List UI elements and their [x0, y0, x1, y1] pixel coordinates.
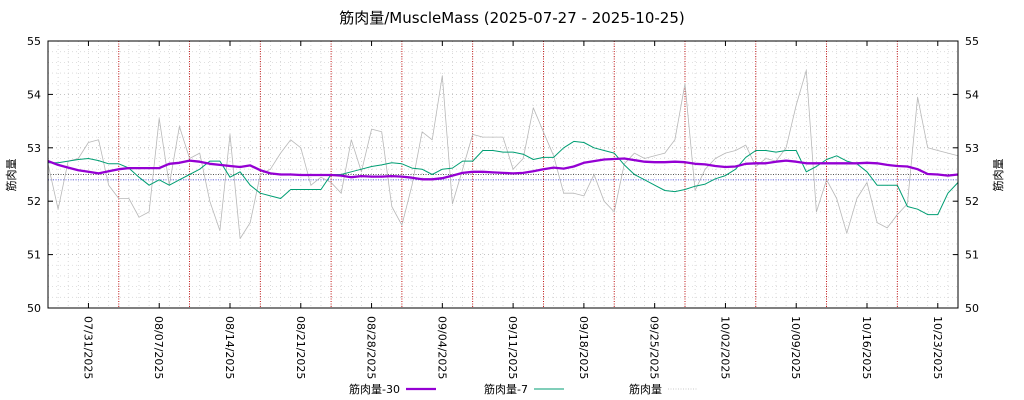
series-line	[48, 140, 959, 216]
chart-title: 筋肉量/MuscleMass (2025-07-27 - 2025-10-25)	[339, 9, 685, 27]
x-tick-label: 08/28/2025	[365, 316, 378, 379]
x-tick-label: 09/11/2025	[506, 316, 519, 379]
y-tick-label-right: 50	[965, 302, 979, 315]
x-tick-label: 10/23/2025	[931, 316, 944, 379]
x-tick-label: 10/16/2025	[860, 316, 873, 379]
y-tick-label-right: 51	[965, 249, 979, 262]
plot-frame	[47, 40, 959, 309]
legend-label: 筋肉量-30	[349, 382, 400, 396]
y-tick-label-left: 55	[27, 35, 41, 48]
x-tick-label: 09/04/2025	[435, 316, 448, 379]
y-tick-label-right: 55	[965, 35, 979, 48]
y-tick-label-right: 52	[965, 195, 979, 208]
x-tick-label: 08/07/2025	[152, 316, 165, 379]
y-tick-label-left: 54	[27, 88, 41, 101]
x-tick-label: 08/14/2025	[223, 316, 236, 379]
x-tick-label: 10/02/2025	[718, 316, 731, 379]
y-tick-label-right: 54	[965, 88, 979, 101]
x-tick-label: 07/31/2025	[81, 316, 94, 379]
y-tick-label-left: 51	[27, 249, 41, 262]
x-tick-label: 10/09/2025	[789, 316, 802, 379]
axis-ticks: 50 50 51 51 52 52 53 53 54 54 55 55 07/31/2025 08/07/…	[27, 35, 979, 379]
series-line	[47, 70, 959, 240]
reference-lines	[48, 174, 958, 181]
y-tick-label-left: 50	[27, 302, 41, 315]
x-tick-label: 09/25/2025	[648, 316, 661, 379]
x-tick-label: 09/18/2025	[577, 316, 590, 379]
y-axis-label-right: 筋肉量	[991, 159, 1005, 192]
legend-label: 筋肉量	[629, 382, 662, 396]
y-tick-label-left: 53	[27, 142, 41, 155]
legend: 筋肉量-30 筋肉量-7 筋肉量	[349, 382, 698, 396]
grid	[48, 41, 958, 308]
y-axis-label-left: 筋肉量	[4, 159, 18, 192]
x-tick-label: 08/21/2025	[294, 316, 307, 379]
legend-label: 筋肉量-7	[484, 382, 528, 396]
series-lines	[47, 70, 959, 240]
y-tick-label-right: 53	[965, 142, 979, 155]
y-tick-label-left: 52	[27, 195, 41, 208]
series-line	[47, 157, 959, 181]
